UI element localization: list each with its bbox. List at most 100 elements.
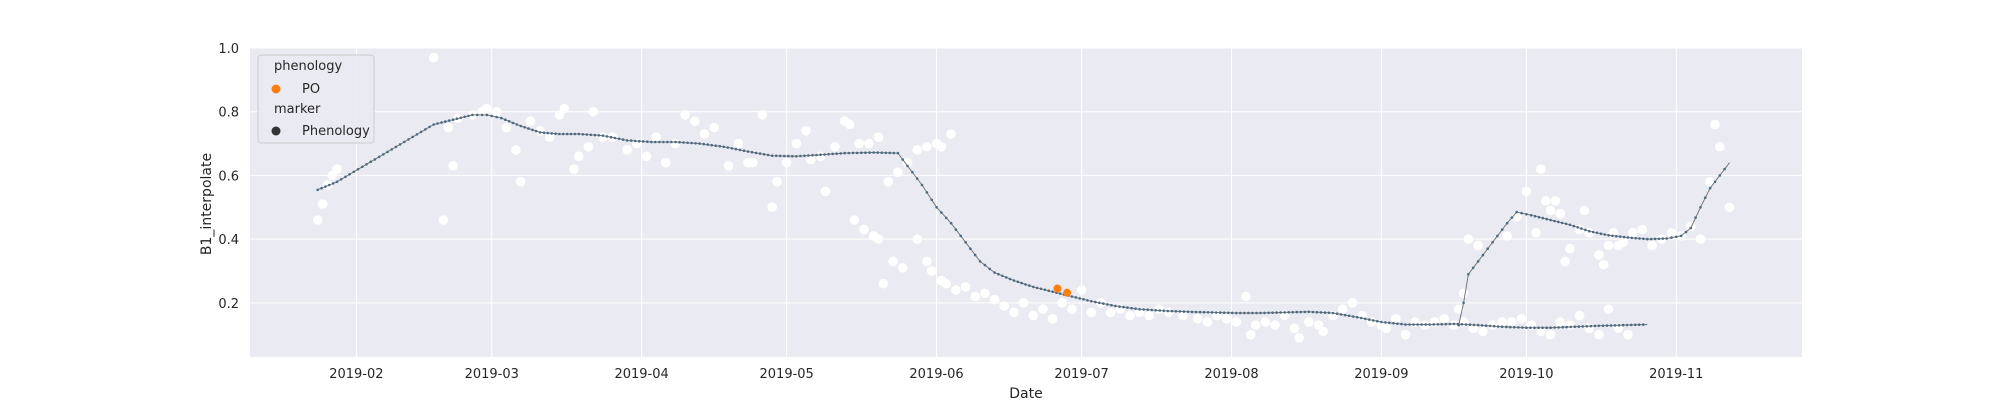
interpolated-point [694,142,697,145]
observed-point [873,234,884,244]
interpolated-point [617,137,621,141]
interpolated-point [880,151,884,154]
interpolated-point [1388,321,1391,325]
observed-point [1598,259,1609,270]
observed-point [1231,317,1242,327]
interpolated-point [1665,237,1668,240]
interpolated-point [690,141,693,145]
interpolated-point [915,177,919,180]
interpolated-point [1569,325,1572,329]
y-tick-label: 0.4 [218,233,239,248]
interpolated-point [485,113,489,117]
interpolated-point [1549,218,1552,222]
interpolated-point [424,128,427,131]
interpolated-point [1408,323,1411,326]
observed-point [501,122,512,133]
interpolated-point [565,132,569,136]
interpolated-point [1607,234,1610,237]
interpolated-point [348,173,351,176]
observed-point [1603,240,1614,251]
interpolated-point [888,151,892,155]
interpolated-point [605,135,609,138]
interpolated-point [1572,224,1576,228]
interpolated-point [706,143,709,146]
interpolated-point [1576,226,1579,229]
interpolated-point [1291,310,1294,314]
interpolated-point [1263,311,1266,315]
observed-point [1294,333,1304,343]
interpolated-point [969,247,972,250]
observed-point [806,154,816,165]
interpolated-point [1331,311,1335,315]
interpolated-point [507,120,511,123]
interpolated-point [1591,230,1595,234]
legend: phenology PO marker Phenology [257,54,375,144]
observed-point [888,256,898,267]
interpolated-point [670,140,673,144]
interpolated-point [511,121,515,125]
interpolated-point [1525,212,1528,216]
observed-point [1241,291,1251,302]
interpolated-point [726,146,730,149]
observed-point [1463,234,1474,244]
phenology-po-point [1063,288,1072,297]
interpolated-point [1279,311,1282,314]
interpolated-point [1580,227,1583,230]
x-tick-label: 2019-03 [465,367,519,382]
interpolated-point [754,151,758,155]
interpolated-point [1529,326,1532,330]
interpolated-point [646,140,649,143]
observed-point [598,132,608,142]
interpolated-point [324,185,327,188]
interpolated-point [872,151,875,154]
interpolated-point [1462,301,1465,305]
interpolated-point [1613,324,1617,327]
x-tick-label: 2019-11 [1649,367,1703,382]
interpolated-point [666,140,669,144]
interpolated-point [795,155,798,158]
interpolated-point [1392,321,1395,325]
interpolated-point [1513,325,1516,329]
interpolated-point [1206,311,1210,314]
interpolated-point [678,140,681,144]
interpolated-point [1480,324,1484,327]
observed-point [1381,323,1391,334]
observed-point [951,285,961,295]
interpolated-point [835,152,838,155]
observed-point [864,138,874,149]
interpolated-point [1420,323,1423,326]
observed-point [1565,320,1575,330]
interpolated-point [1059,292,1062,295]
interpolated-point [1597,324,1601,328]
observed-point [757,110,768,120]
observed-point [1076,285,1087,295]
interpolated-point [1315,310,1319,314]
observed-point [844,119,855,130]
interpolated-point [1723,167,1726,171]
data-layer [312,52,1735,343]
observed-point [960,282,971,292]
interpolated-point [1496,325,1500,328]
observed-point [559,103,570,114]
interpolated-point [949,221,953,225]
interpolated-point [920,183,924,187]
interpolated-point [523,126,526,129]
interpolated-point [1529,213,1533,217]
interpolated-point [1472,323,1476,327]
observed-point [1458,288,1469,299]
observed-point [448,161,458,171]
interpolated-point [1486,247,1489,250]
interpolated-point [1625,323,1629,327]
interpolated-point [770,154,774,157]
interpolated-point [1086,299,1089,302]
interpolated-point [361,165,364,169]
interpolated-point [504,118,507,121]
interpolated-point [1012,279,1016,282]
interpolated-point [868,151,871,154]
observed-point [428,52,439,63]
interpolated-point [316,188,320,192]
interpolated-point [542,131,546,134]
y-axis-ticks: 1.0 0.8 0.6 0.4 0.2 [218,42,239,312]
interpolated-point [1718,174,1722,177]
interpolated-point [1154,309,1157,312]
